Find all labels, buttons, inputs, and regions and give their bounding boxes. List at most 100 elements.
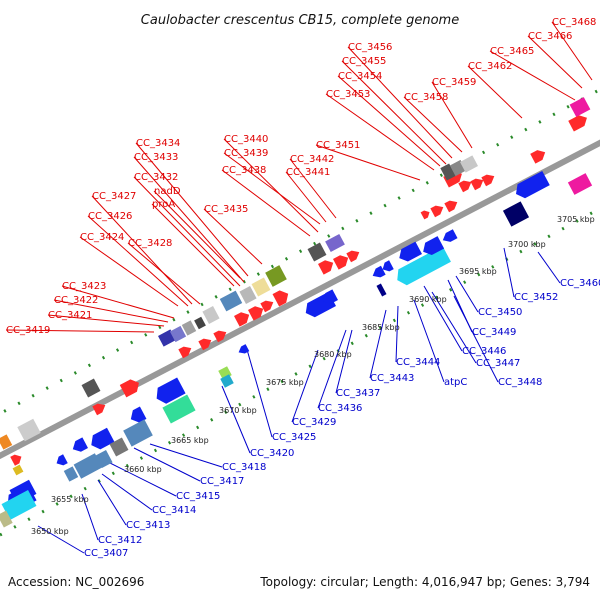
leader-line-cc-3432 [133,176,241,287]
gene-feature [95,450,113,468]
forward-gene-label-cc-3465: CC_3465 [490,46,534,57]
forward-gene-label-cc-3468: CC_3468 [552,17,596,28]
gene-feature [376,283,387,297]
leader-line-cc-3452 [503,247,515,298]
leader-line-cc-3422 [53,299,169,323]
kbp-label: 3685 kbp [362,323,400,332]
leader-line-cc-3417 [133,447,201,482]
gene-feature [239,286,257,304]
gene-feature [17,418,41,442]
reverse-gene-label-cc-3452: CC_3452 [514,292,558,303]
reverse-gene-label-cc-3443: CC_3443 [370,373,414,384]
gene-feature [194,316,206,330]
gene-feature [333,255,349,270]
kbp-label: 3680 kbp [314,350,352,359]
leader-line-cc-3437 [335,329,353,394]
leader-line-cc-3425 [245,345,273,438]
forward-gene-label-cc-3459: CC_3459 [432,77,476,88]
leader-line-cc-3453 [325,93,435,171]
gene-feature [81,378,101,398]
leader-line-cc-3458 [403,96,463,153]
gene-feature [198,338,212,351]
gene-feature [440,163,456,181]
gene-feature [72,437,88,452]
kbp-label: 3650 kbp [31,527,69,536]
forward-gene-label-cc-3434: CC_3434 [136,138,180,149]
reverse-gene-label-cc-3420: CC_3420 [250,448,294,459]
leader-line-nadd [153,190,241,279]
forward-gene-label-cc-3435: CC_3435 [204,204,248,215]
gene-feature [219,290,243,312]
leader-line-cc-3455 [341,60,447,165]
kbp-label: 3690 kbp [409,295,447,304]
gene-feature [458,180,472,193]
reverse-gene-label-cc-3444: CC_3444 [396,357,440,368]
kbp-label: 3660 kbp [124,465,162,474]
leader-line-cc-3419 [5,329,155,333]
gene-feature [272,290,289,307]
gene-feature [162,394,196,424]
gene-feature [220,374,234,388]
map-title: Caulobacter crescentus CB15, complete ge… [141,13,459,28]
gene-feature [202,306,220,324]
reverse-gene-label-cc-3447: CC_3447 [476,358,520,369]
leader-line-cc-3442 [289,158,337,219]
leader-line-cc-3451 [315,144,421,181]
gene-feature [322,289,338,304]
leader-line-cc-3412 [81,493,99,541]
gene-features [0,97,593,528]
gene-feature [10,454,22,466]
gene-feature [73,453,103,479]
reverse-gene-label-cc-3449: CC_3449 [472,327,516,338]
gene-feature [251,277,271,297]
forward-gene-label-cc-3439: CC_3439 [224,148,268,159]
gene-feature [213,330,227,343]
kbp-label: 3675 kbp [266,378,304,387]
genome-summary-text: Topology: circular; Length: 4,016,947 bp… [259,575,590,589]
leader-line-cc-3454 [337,75,441,167]
forward-gene-label-cc-3433: CC_3433 [134,152,178,163]
leader-line-cc-3448 [453,295,499,383]
forward-gene-label-cc-3428: CC_3428 [128,238,172,249]
leader-line-cc-3418 [149,443,223,468]
gene-feature [156,377,186,404]
gene-feature [569,97,591,117]
gene-feature [91,427,115,450]
leader-line-cc-3460 [537,251,561,284]
reverse-gene-label-cc-3460: CC_3460 [560,278,600,289]
forward-gene-label-cc-3441: CC_3441 [286,167,330,178]
forward-gene-label-cc-3438: CC_3438 [222,165,266,176]
leader-line-cc-3444 [395,305,399,363]
leader-line-cc-3407 [37,525,85,554]
gene-feature [92,403,106,416]
upper-tick-track [0,87,600,416]
gene-feature [568,115,587,132]
leader-line-proa [151,203,235,287]
leader-line-cc-3427 [91,195,193,305]
gene-feature [530,150,546,164]
leader-line-cc-3433 [133,156,245,283]
leader-line-cc-3414 [101,473,153,511]
gene-feature [307,242,327,262]
gene-labels: CC_3468 CC_3466 CC_3456 CC_3465 CC_3455 CC_34… [6,17,600,559]
leader-line-cc-3462 [467,65,523,119]
gene-feature [515,170,550,199]
gene-feature [420,210,430,220]
gene-feature [248,306,264,321]
gene-feature [442,229,458,242]
reverse-gene-label-cc-3407: CC_3407 [84,548,128,559]
kbp-labels: 3650 kbp 3655 kbp 3660 kbp 3665 kbp 3670 kbp… [31,215,595,536]
forward-gene-label-nadd: nadD [154,186,181,197]
forward-gene-label-cc-3466: CC_3466 [528,31,572,42]
leader-line-cc-3443 [369,309,387,379]
gene-feature [318,260,334,275]
reverse-gene-label-cc-3417: CC_3417 [200,476,244,487]
leader-line-cc-3440 [223,138,319,233]
gene-feature [430,205,444,218]
leader-line-cc-3456 [347,46,453,159]
gene-feature [502,201,530,227]
kbp-label: 3670 kbp [219,406,257,415]
reverse-gene-label-cc-3436: CC_3436 [318,403,362,414]
reverse-gene-label-atpc: atpC [444,377,467,388]
gene-feature [63,466,79,482]
